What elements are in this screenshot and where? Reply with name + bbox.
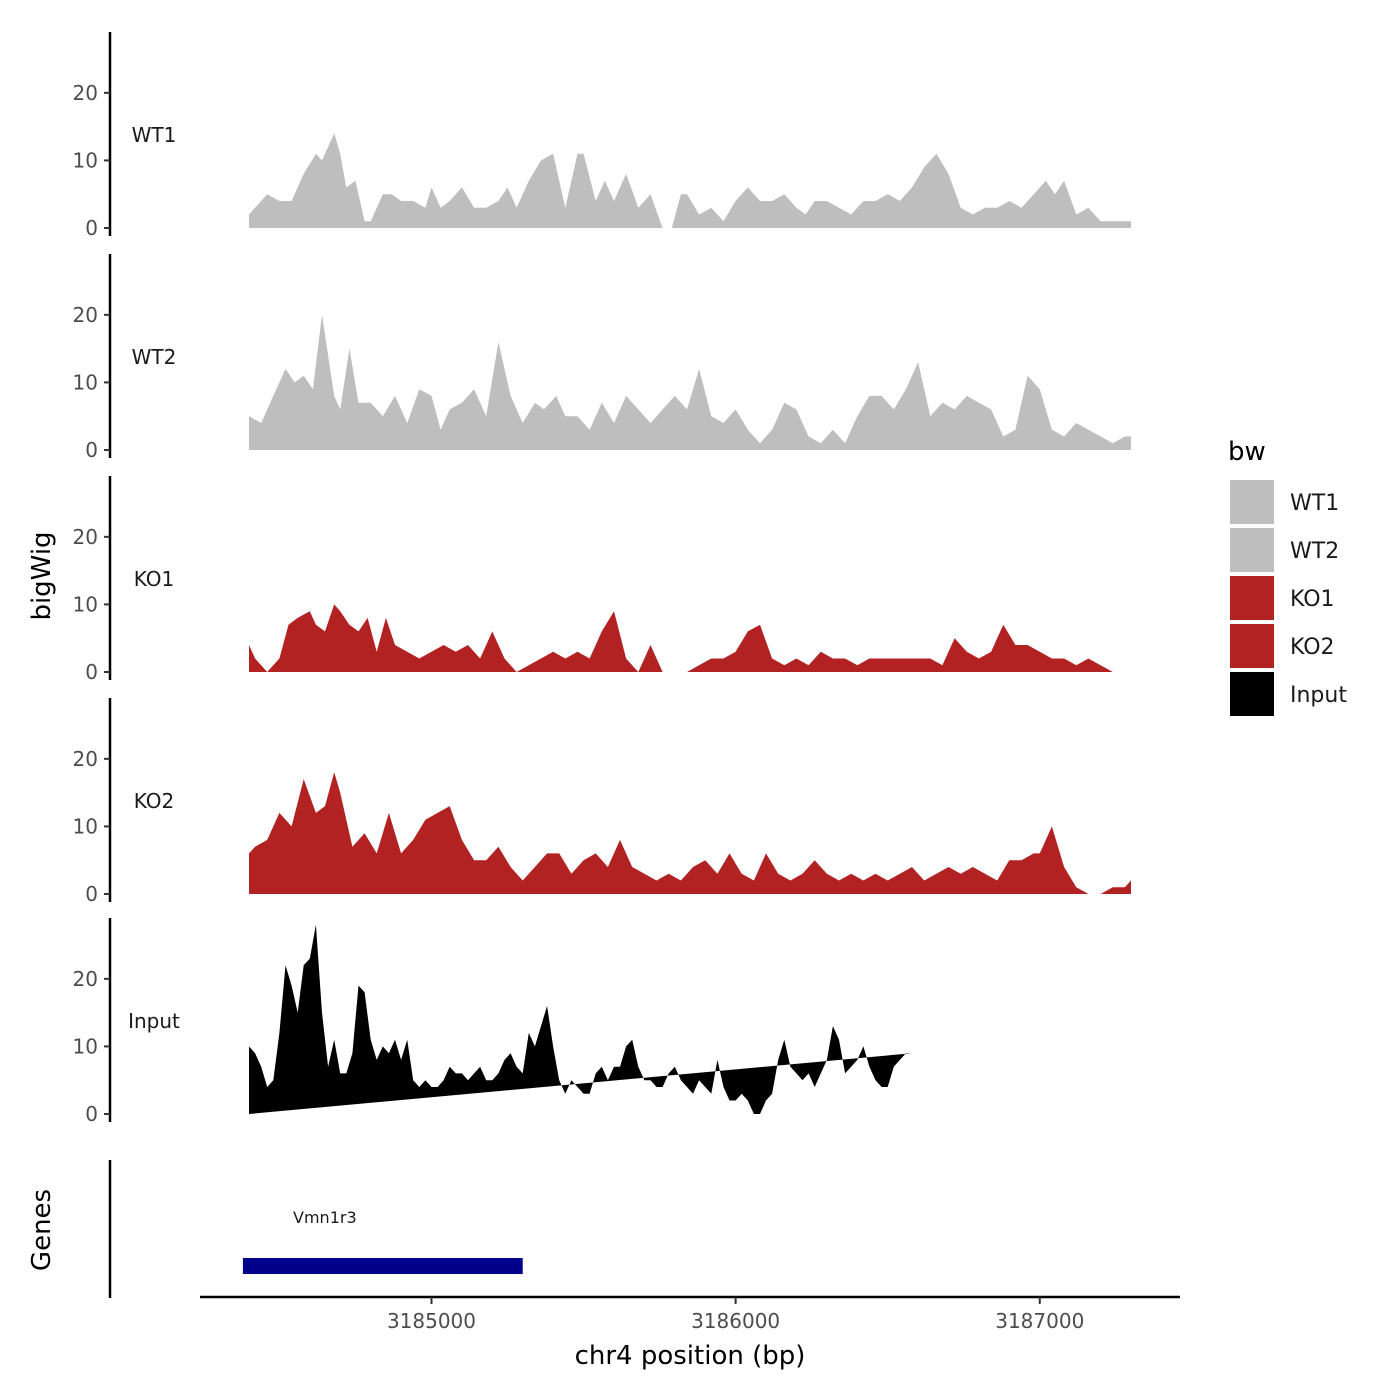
track-label: KO2 [134,789,175,813]
legend-swatch [1230,528,1274,572]
y-tick-label: 20 [73,81,98,105]
legend-label: Input [1290,683,1347,708]
y-tick-label: 0 [85,1102,98,1126]
legend-swatch [1230,576,1274,620]
x-axis-title: chr4 position (bp) [575,1341,806,1371]
legend-label: KO1 [1290,587,1335,612]
track-label: WT1 [132,123,177,147]
gene-bar [242,1258,523,1274]
legend-item-wt1: WT1 [1230,480,1339,524]
x-tick-label: 3187000 [995,1309,1084,1333]
y-axis-title: bigWig [27,531,57,620]
area-wt1 [249,133,1131,228]
track-wt2: 0 10 20 WT2 [73,254,1131,462]
area-input [249,924,912,1114]
y-tick-label: 20 [73,303,98,327]
legend: bw WT1 WT2 KO1 KO2 Input [1228,437,1347,716]
legend-item-wt2: WT2 [1230,528,1339,572]
legend-item-input: Input [1230,672,1347,716]
legend-swatch [1230,480,1274,524]
area-wt2 [249,314,1131,450]
legend-item-ko1: KO1 [1230,576,1335,620]
y-tick-label: 10 [73,1034,98,1058]
area-ko1 [249,604,1131,672]
gene-label: Vmn1r3 [293,1208,357,1227]
y-tick-label: 0 [85,882,98,906]
x-tick-label: 3185000 [387,1309,476,1333]
x-tick-label: 3186000 [691,1309,780,1333]
track-label: WT2 [132,345,177,369]
legend-swatch [1230,672,1274,716]
x-axis: 3185000 3186000 3187000 [200,1295,1180,1333]
area-ko2 [249,772,1131,894]
track-label: KO1 [134,567,175,591]
track-input: 0 10 20 Input [73,918,912,1126]
legend-label: WT2 [1290,539,1339,564]
track-label: Input [128,1009,180,1033]
genes-track: Vmn1r3 [108,1160,523,1298]
y-tick-label: 10 [73,148,98,172]
y-tick-label: 10 [73,592,98,616]
track-ko2: 0 10 20 KO2 [73,698,1131,906]
y-tick-label: 20 [73,747,98,771]
legend-label: KO2 [1290,635,1335,660]
genes-axis-title: Genes [27,1189,57,1271]
y-tick-label: 10 [73,370,98,394]
legend-label: WT1 [1290,491,1339,516]
legend-swatch [1230,624,1274,668]
legend-title: bw [1228,437,1266,467]
y-tick-label: 0 [85,216,98,240]
y-tick-label: 20 [73,525,98,549]
track-ko1: 0 10 20 KO1 [73,476,1131,684]
y-tick-label: 0 [85,438,98,462]
y-tick-label: 20 [73,967,98,991]
y-tick-label: 10 [73,814,98,838]
track-wt1: 0 10 20 WT1 [73,32,1131,240]
tracks-layer: 0 10 20 WT1 0 10 20 WT2 0 10 20 KO1 0 10 20 KO2 0 10 20 Inp… [73,32,1131,1126]
legend-item-ko2: KO2 [1230,624,1335,668]
y-tick-label: 0 [85,660,98,684]
